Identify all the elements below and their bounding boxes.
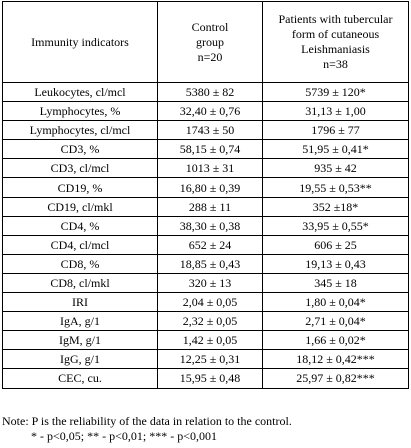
header-line: n=38 — [323, 57, 348, 71]
table-cell: 5380 ± 82 — [157, 81, 263, 103]
table-row: Leukocytes, cl/mcl 5380 ± 82 5739 ± 120* — [2, 81, 409, 103]
table-cell: IgG, g/1 — [2, 349, 158, 370]
table-cell: 19,55 ± 0,53** — [262, 177, 409, 198]
table-cell: 352 ±18* — [262, 196, 409, 217]
table-cell: CD8, cl/mkl — [2, 272, 158, 294]
table-cell: 320 ± 13 — [157, 272, 263, 294]
table-row: Lymphocytes, % 32,40 ± 0,76 31,13 ± 1,00 — [2, 101, 409, 122]
table-cell: 1743 ± 50 — [157, 120, 263, 141]
table-cell: 2,71 ± 0,04* — [262, 311, 409, 332]
header-row: Immunity indicators Control group n=20 Patie… — [2, 1, 409, 83]
header-cell: Patients with tubercular form of cutaneou… — [262, 1, 409, 83]
header-line: Control — [191, 19, 229, 34]
table-cell: 32,40 ± 0,76 — [157, 101, 263, 122]
table-cell: 606 ± 25 — [262, 234, 409, 255]
table-row: CD8, % 18,85 ± 0,43 19,13 ± 0,43 — [2, 253, 409, 274]
table-row: CD3, cl/mcl 1013 ± 31 935 ± 42 — [2, 158, 409, 179]
header-line: group — [196, 34, 224, 49]
header-line: Immunity indicators — [31, 34, 129, 49]
table-row: CD4, % 38,30 ± 0,38 33,95 ± 0,55* — [2, 215, 409, 236]
header-line: Leishmaniasis — [301, 42, 370, 56]
table-cell: IRI — [2, 292, 158, 313]
table-row: IRI 2,04 ± 0,05 1,80 ± 0,04* — [2, 292, 409, 313]
table-cell: Leukocytes, cl/mcl — [2, 81, 158, 103]
table-cell: 38,30 ± 0,38 — [157, 215, 263, 236]
table-cell: 1,42 ± 0,05 — [157, 330, 263, 351]
table-cell: 18,12 ± 0,42*** — [262, 349, 409, 370]
table-cell: 16,80 ± 0,39 — [157, 177, 263, 198]
table-cell: 19,13 ± 0,43 — [262, 253, 409, 274]
table-cell: CD3, cl/mcl — [2, 158, 158, 179]
table-row: CD3, % 58,15 ± 0,74 51,95 ± 0,41* — [2, 139, 409, 160]
table-row: CD19, % 16,80 ± 0,39 19,55 ± 0,53** — [2, 177, 409, 198]
table-cell: 12,25 ± 0,31 — [157, 349, 263, 370]
header-line: Patients with tubercular — [278, 12, 393, 26]
table-cell: CD19, % — [2, 177, 158, 198]
table-row: IgG, g/1 12,25 ± 0,31 18,12 ± 0,42*** — [2, 349, 409, 370]
table-cell: 33,95 ± 0,55* — [262, 215, 409, 236]
table-cell: 58,15 ± 0,74 — [157, 139, 263, 160]
table-cell: 2,04 ± 0,05 — [157, 292, 263, 313]
header-cell: Control group n=20 — [157, 1, 263, 83]
header-line: n=20 — [197, 49, 223, 64]
table-cell: 25,97 ± 0,82*** — [262, 368, 409, 389]
table-row: CD4, cl/mcl 652 ± 24 606 ± 25 — [2, 234, 409, 255]
table-row: IgA, g/1 2,32 ± 0,05 2,71 ± 0,04* — [2, 311, 409, 332]
table-cell: CD3, % — [2, 139, 158, 160]
table-cell: CEC, cu. — [2, 368, 158, 389]
table-row: IgM, g/1 1,42 ± 0,05 1,66 ± 0,02* — [2, 330, 409, 351]
table-row: Lymphocytes, cl/mcl 1743 ± 50 1796 ± 77 — [2, 120, 409, 141]
table-cell: CD8, % — [2, 253, 158, 274]
table-cell: 15,95 ± 0,48 — [157, 368, 263, 389]
table-cell: IgA, g/1 — [2, 311, 158, 332]
table-cell: CD19, cl/mkl — [2, 196, 158, 217]
note-line: * - p<0,05; ** - p<0,01; *** - p<0,001 — [31, 429, 217, 443]
note-line: Note: P is the reliability of the data i… — [2, 414, 292, 428]
table-cell: 1013 ± 31 — [157, 158, 263, 179]
table-cell: CD4, cl/mcl — [2, 234, 158, 255]
note: Note: P is the reliability of the data i… — [2, 414, 292, 444]
data-table: Immunity indicators Control group n=20 Patie… — [2, 1, 409, 389]
table-cell: 1,66 ± 0,02* — [262, 330, 409, 351]
table-cell: 51,95 ± 0,41* — [262, 139, 409, 160]
table-cell: 935 ± 42 — [262, 158, 409, 179]
table-cell: CD4, % — [2, 215, 158, 236]
header-line: form of cutaneous — [291, 27, 380, 41]
table-cell: 1796 ± 77 — [262, 120, 409, 141]
table-cell: 18,85 ± 0,43 — [157, 253, 263, 274]
table-cell: 288 ± 11 — [157, 196, 263, 217]
table-cell: 31,13 ± 1,00 — [262, 101, 409, 122]
table-cell: 652 ± 24 — [157, 234, 263, 255]
table-cell: 5739 ± 120* — [262, 81, 409, 103]
header-cell: Immunity indicators — [2, 1, 158, 83]
table-row: CD19, cl/mkl 288 ± 11 352 ±18* — [2, 196, 409, 217]
table-cell: 1,80 ± 0,04* — [262, 292, 409, 313]
table-cell: IgM, g/1 — [2, 330, 158, 351]
table-row: CEC, cu. 15,95 ± 0,48 25,97 ± 0,82*** — [2, 368, 409, 389]
table-row: CD8, cl/mkl 320 ± 13 345 ± 18 — [2, 272, 409, 294]
table-cell: Lymphocytes, cl/mcl — [2, 120, 158, 141]
table-cell: Lymphocytes, % — [2, 101, 158, 122]
table-cell: 345 ± 18 — [262, 272, 409, 294]
table-cell: 2,32 ± 0,05 — [157, 311, 263, 332]
